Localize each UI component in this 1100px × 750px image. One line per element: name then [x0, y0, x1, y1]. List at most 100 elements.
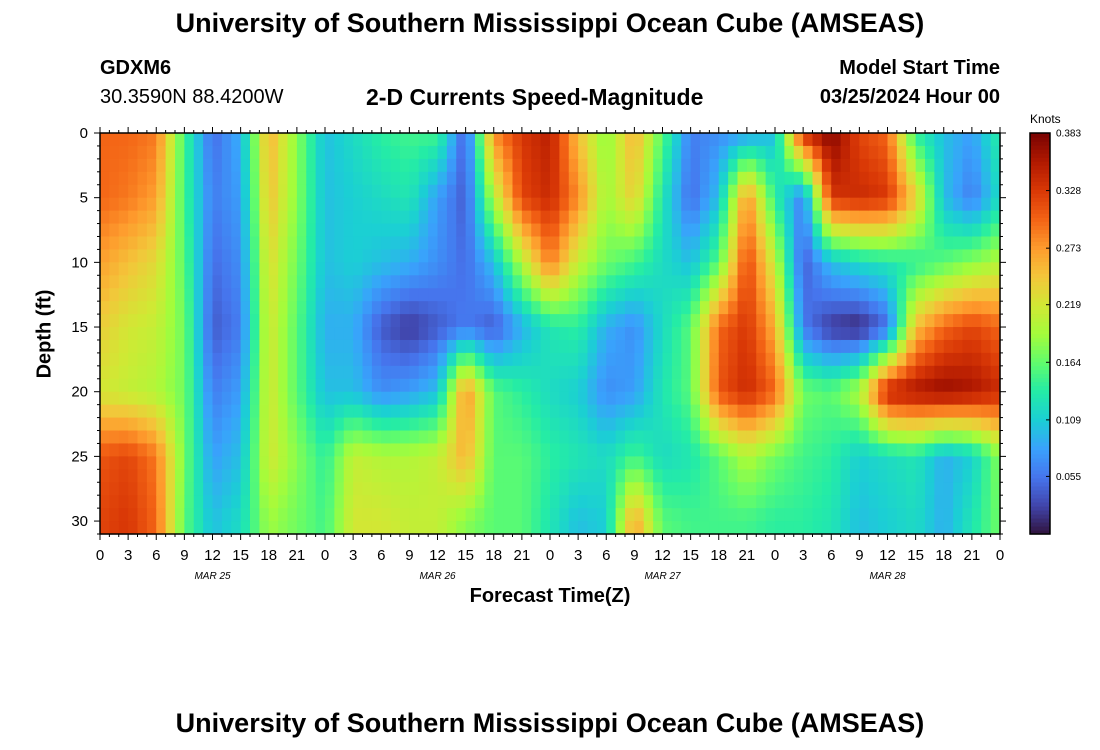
heatmap-cell	[156, 184, 167, 199]
heatmap-cell	[371, 145, 382, 160]
heatmap-cell	[559, 275, 570, 289]
heatmap-cell	[334, 456, 345, 470]
x-tick-label: 6	[377, 547, 385, 564]
heatmap-cell	[840, 223, 851, 238]
heatmap-cell	[821, 197, 832, 212]
heatmap-cell	[456, 327, 467, 341]
heatmap-cell	[662, 145, 673, 160]
heatmap-cell	[981, 508, 992, 522]
heatmap-cell	[756, 378, 767, 393]
heatmap-cell	[278, 443, 289, 457]
heatmap-cell	[737, 262, 748, 276]
heatmap-cell	[596, 158, 607, 173]
heatmap-cell	[240, 197, 251, 212]
heatmap-cell	[943, 223, 954, 238]
heatmap-cell	[700, 339, 710, 354]
heatmap-cell	[475, 236, 485, 251]
heatmap-cell	[109, 482, 120, 496]
heatmap-cell	[559, 443, 570, 457]
heatmap-cell	[118, 327, 129, 341]
heatmap-cell	[568, 288, 579, 302]
heatmap-cell	[850, 184, 860, 199]
heatmap-cell	[962, 145, 973, 160]
heatmap-cell	[578, 145, 589, 160]
heatmap-cell	[765, 378, 776, 393]
heatmap-cell	[653, 262, 664, 276]
heatmap-cell	[268, 171, 279, 186]
heatmap-cell	[925, 378, 935, 393]
heatmap-cell	[915, 223, 926, 238]
heatmap-cell	[221, 210, 232, 225]
heatmap-cell	[156, 210, 167, 225]
heatmap-cell	[156, 456, 167, 470]
heatmap-cell	[428, 456, 439, 470]
heatmap-cell	[371, 469, 382, 483]
heatmap-cell	[475, 275, 485, 289]
heatmap-cell	[690, 223, 701, 238]
heatmap-cell	[193, 184, 204, 199]
heatmap-cell	[906, 210, 917, 225]
heatmap-cell	[709, 482, 720, 496]
heatmap-cell	[400, 456, 410, 470]
heatmap-cell	[765, 262, 776, 276]
heatmap-cell	[765, 508, 776, 522]
heatmap-cell	[878, 430, 889, 445]
heatmap-cell	[812, 197, 823, 212]
heatmap-cell	[250, 158, 260, 173]
heatmap-cell	[896, 417, 907, 432]
heatmap-cell	[437, 469, 448, 483]
heatmap-cell	[596, 223, 607, 238]
heatmap-cell	[325, 158, 335, 173]
heatmap-cell	[287, 508, 298, 522]
heatmap-cell	[484, 456, 495, 470]
heatmap-cell	[934, 236, 945, 251]
heatmap-cell	[662, 236, 673, 251]
heatmap-cell	[109, 249, 120, 263]
heatmap-cell	[165, 417, 176, 432]
heatmap-cell	[671, 430, 682, 445]
heatmap-cell	[840, 249, 851, 263]
heatmap-cell	[784, 430, 795, 445]
colorbar-segment	[1030, 185, 1050, 190]
heatmap-cell	[418, 469, 429, 483]
heatmap-cell	[540, 262, 551, 276]
heatmap-cell	[559, 314, 570, 328]
heatmap-cell	[915, 236, 926, 251]
heatmap-cell	[784, 378, 795, 393]
colorbar-tick-label: 0.164	[1056, 358, 1081, 369]
heatmap-cell	[362, 288, 373, 302]
heatmap-cell	[793, 288, 804, 302]
heatmap-cell	[943, 521, 954, 535]
heatmap-cell	[934, 249, 945, 263]
heatmap-cell	[240, 158, 251, 173]
heatmap-cell	[728, 223, 739, 238]
heatmap-cell	[868, 171, 879, 186]
heatmap-cell	[868, 133, 879, 147]
heatmap-cell	[634, 482, 645, 496]
heatmap-cell	[456, 301, 467, 315]
heatmap-cell	[868, 456, 879, 470]
heatmap-cell	[362, 508, 373, 522]
heatmap-cell	[325, 521, 335, 535]
heatmap-cell	[287, 365, 298, 380]
heatmap-cell	[737, 339, 748, 354]
date-label: MAR 26	[419, 571, 456, 582]
heatmap-cell	[390, 430, 401, 445]
heatmap-cell	[175, 521, 185, 535]
heatmap-cell	[793, 417, 804, 432]
heatmap-cell	[784, 365, 795, 380]
heatmap-cell	[250, 314, 260, 328]
heatmap-cell	[409, 158, 420, 173]
heatmap-cell	[728, 236, 739, 251]
heatmap-cell	[578, 223, 589, 238]
heatmap-cell	[746, 262, 757, 276]
heatmap-cell	[756, 133, 767, 147]
heatmap-cell	[296, 430, 307, 445]
heatmap-cell	[925, 417, 935, 432]
heatmap-cell	[981, 288, 992, 302]
heatmap-cell	[962, 171, 973, 186]
heatmap-cell	[409, 391, 420, 406]
heatmap-cell	[831, 391, 842, 406]
heatmap-cell	[475, 404, 485, 419]
heatmap-cell	[681, 133, 692, 147]
